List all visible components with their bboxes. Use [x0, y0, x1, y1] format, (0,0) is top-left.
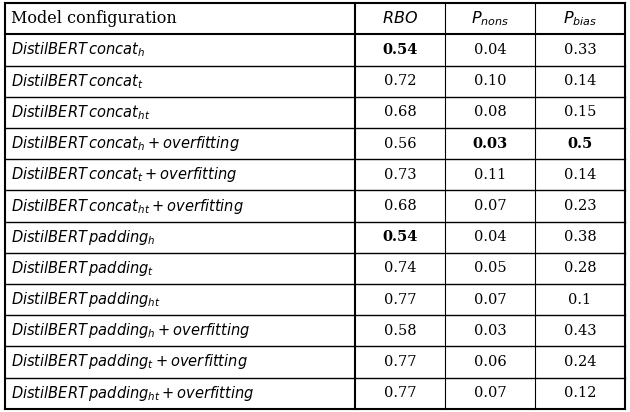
Text: 0.10: 0.10 [474, 74, 507, 88]
Text: 0.28: 0.28 [564, 261, 597, 275]
Text: $RBO$: $RBO$ [382, 10, 418, 27]
Text: 0.07: 0.07 [474, 199, 507, 213]
Text: $DistilBERT\,concat_{ht} + overfitting$: $DistilBERT\,concat_{ht} + overfitting$ [11, 197, 244, 215]
Text: 0.07: 0.07 [474, 293, 507, 307]
Text: 0.77: 0.77 [384, 355, 416, 369]
Text: 0.5: 0.5 [568, 137, 593, 151]
Text: 0.14: 0.14 [564, 168, 596, 182]
Text: $DistilBERT\,concat_h$: $DistilBERT\,concat_h$ [11, 41, 146, 59]
Text: 0.23: 0.23 [564, 199, 597, 213]
Text: 0.12: 0.12 [564, 386, 596, 400]
Text: 0.54: 0.54 [382, 230, 418, 244]
Text: $DistilBERT\,padding_t$: $DistilBERT\,padding_t$ [11, 259, 154, 278]
Text: 0.54: 0.54 [382, 43, 418, 57]
Text: $DistilBERT\,concat_t$: $DistilBERT\,concat_t$ [11, 72, 144, 91]
Text: 0.24: 0.24 [564, 355, 596, 369]
Text: 0.15: 0.15 [564, 105, 596, 119]
Text: 0.07: 0.07 [474, 386, 507, 400]
Text: $DistilBERT\,concat_h + overfitting$: $DistilBERT\,concat_h + overfitting$ [11, 134, 240, 153]
Text: 0.43: 0.43 [564, 324, 597, 338]
Text: $DistilBERT\,padding_h + overfitting$: $DistilBERT\,padding_h + overfitting$ [11, 321, 251, 340]
Text: 0.56: 0.56 [384, 137, 416, 151]
Text: Model configuration: Model configuration [11, 10, 177, 27]
Text: $DistilBERT\,padding_{ht} + overfitting$: $DistilBERT\,padding_{ht} + overfitting$ [11, 384, 255, 403]
Text: 0.68: 0.68 [384, 105, 416, 119]
Text: $DistilBERT\,padding_h$: $DistilBERT\,padding_h$ [11, 228, 156, 247]
Text: $P_{bias}$: $P_{bias}$ [563, 9, 597, 28]
Text: $DistilBERT\,concat_t + overfitting$: $DistilBERT\,concat_t + overfitting$ [11, 165, 238, 184]
Text: 0.05: 0.05 [474, 261, 507, 275]
Text: 0.74: 0.74 [384, 261, 416, 275]
Text: $DistilBERT\,padding_t + overfitting$: $DistilBERT\,padding_t + overfitting$ [11, 352, 248, 372]
Text: 0.11: 0.11 [474, 168, 507, 182]
Text: 0.06: 0.06 [474, 355, 507, 369]
Text: 0.14: 0.14 [564, 74, 596, 88]
Text: 0.72: 0.72 [384, 74, 416, 88]
Text: 0.03: 0.03 [472, 137, 508, 151]
Text: 0.04: 0.04 [474, 230, 507, 244]
Text: $DistilBERT\,padding_{ht}$: $DistilBERT\,padding_{ht}$ [11, 290, 161, 309]
Text: 0.03: 0.03 [474, 324, 507, 338]
Text: 0.33: 0.33 [564, 43, 597, 57]
Text: 0.68: 0.68 [384, 199, 416, 213]
Text: 0.58: 0.58 [384, 324, 416, 338]
Text: 0.38: 0.38 [564, 230, 597, 244]
Text: 0.73: 0.73 [384, 168, 416, 182]
Text: 0.1: 0.1 [568, 293, 592, 307]
Text: 0.77: 0.77 [384, 293, 416, 307]
Text: $DistilBERT\,concat_{ht}$: $DistilBERT\,concat_{ht}$ [11, 103, 151, 122]
Text: 0.77: 0.77 [384, 386, 416, 400]
Text: 0.04: 0.04 [474, 43, 507, 57]
Text: 0.08: 0.08 [474, 105, 507, 119]
Text: $P_{nons}$: $P_{nons}$ [471, 9, 509, 28]
